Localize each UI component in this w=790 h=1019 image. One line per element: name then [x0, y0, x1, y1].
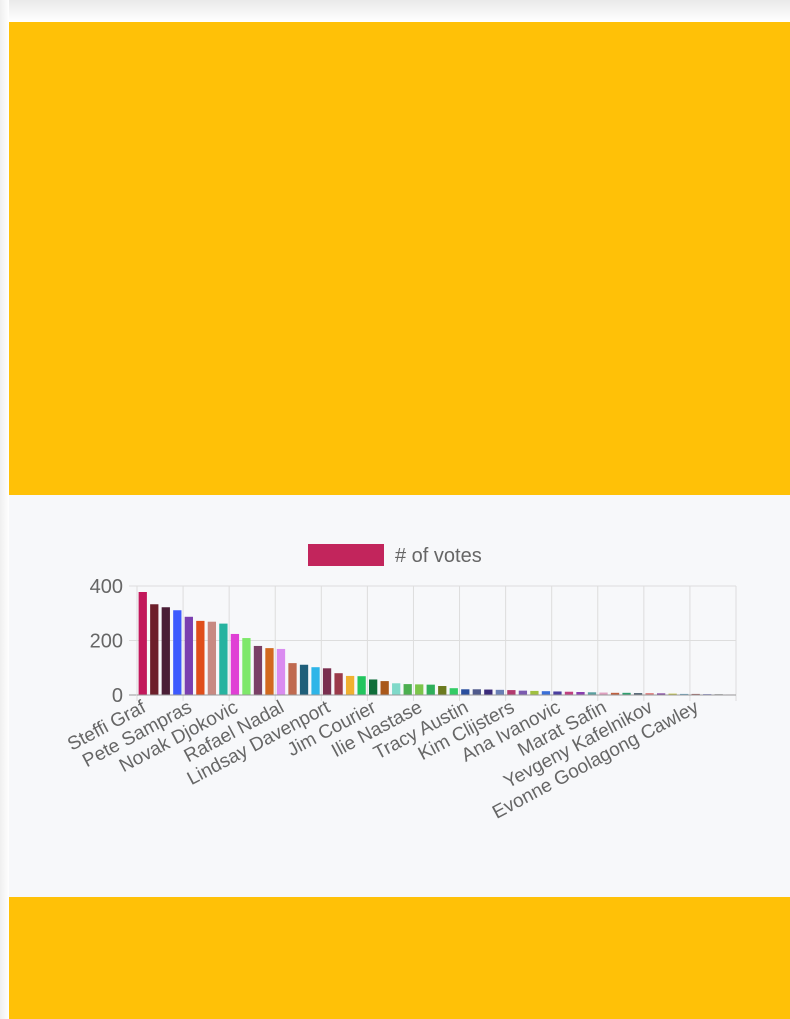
window-left-edge [0, 0, 9, 1019]
bar-3[interactable] [173, 610, 182, 695]
bar-12[interactable] [276, 648, 286, 695]
bar-21[interactable] [380, 681, 389, 695]
chart-grid [129, 585, 737, 701]
chart-bars [138, 592, 735, 695]
bar-46[interactable] [668, 693, 677, 695]
bar-47[interactable] [680, 693, 689, 695]
bar-27[interactable] [449, 688, 458, 695]
bar-23[interactable] [403, 684, 412, 695]
bar-33[interactable] [518, 690, 528, 695]
bottom-color-panel [9, 897, 790, 1019]
bar-15[interactable] [311, 667, 320, 695]
bar-16[interactable] [322, 668, 332, 695]
bar-4[interactable] [184, 616, 193, 695]
bar-42[interactable] [622, 692, 631, 695]
bar-48[interactable] [691, 693, 700, 695]
top-color-panel [9, 22, 790, 495]
bar-19[interactable] [357, 676, 366, 695]
bar-39[interactable] [587, 692, 597, 695]
y-tick-label-2: 400 [90, 576, 123, 598]
bar-9[interactable] [242, 638, 251, 695]
y-tick-label-1: 200 [90, 631, 123, 653]
bar-20[interactable] [369, 679, 378, 695]
bar-36[interactable] [553, 691, 562, 695]
bar-7[interactable] [219, 623, 228, 695]
bar-14[interactable] [299, 664, 309, 695]
bar-35[interactable] [541, 691, 551, 695]
bar-17[interactable] [334, 673, 343, 695]
legend-swatch [308, 544, 384, 566]
bar-13[interactable] [288, 663, 297, 695]
window-top-edge [0, 0, 790, 22]
bar-26[interactable] [438, 686, 447, 695]
bar-32[interactable] [507, 690, 516, 695]
bar-43[interactable] [633, 693, 643, 695]
bar-18[interactable] [345, 675, 355, 695]
bar-8[interactable] [230, 633, 240, 695]
bar-37[interactable] [564, 691, 574, 695]
bar-45[interactable] [656, 693, 666, 695]
bar-22[interactable] [392, 683, 401, 695]
bar-44[interactable] [645, 693, 654, 695]
bar-11[interactable] [265, 648, 274, 695]
bar-1[interactable] [150, 604, 159, 695]
bar-41[interactable] [610, 692, 620, 695]
bar-10[interactable] [253, 645, 263, 695]
bar-40[interactable] [599, 692, 608, 695]
bar-2[interactable] [161, 607, 170, 695]
y-axis-ticks: 0 200 400 [90, 576, 123, 707]
chart-panel: # of votes 0 200 400 Steffi Graf Pete Sampr… [9, 495, 790, 897]
bar-25[interactable] [426, 684, 435, 695]
bar-5[interactable] [196, 620, 205, 695]
bar-28[interactable] [461, 689, 470, 695]
chart-legend[interactable]: # of votes [308, 544, 482, 567]
bar-29[interactable] [472, 689, 481, 695]
bar-24[interactable] [415, 684, 424, 695]
bar-34[interactable] [530, 690, 539, 695]
y-tick-label-0: 0 [112, 685, 123, 707]
bar-38[interactable] [576, 692, 585, 695]
bar-31[interactable] [495, 689, 504, 695]
legend-label: # of votes [395, 545, 482, 567]
bar-0[interactable] [138, 592, 147, 695]
bar-30[interactable] [484, 689, 493, 695]
bar-6[interactable] [207, 621, 217, 695]
